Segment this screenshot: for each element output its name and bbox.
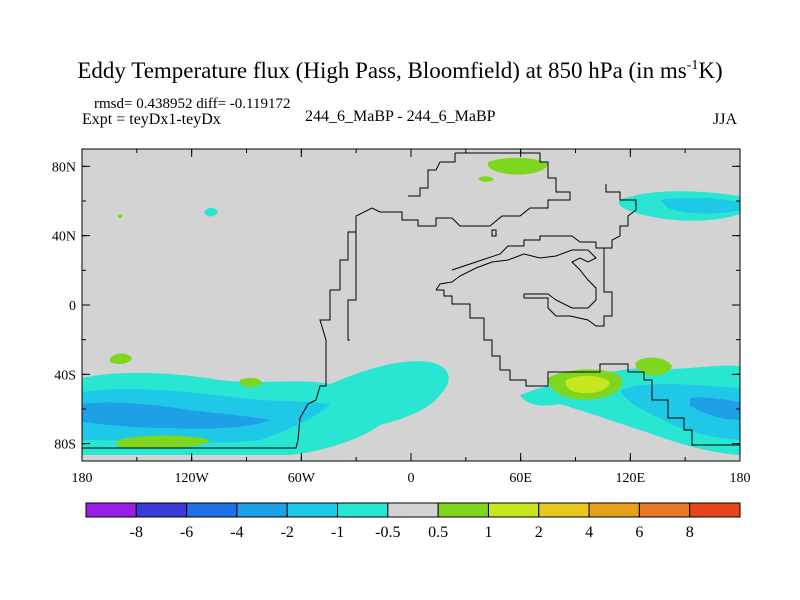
colorbar-swatch xyxy=(135,502,188,518)
cyan-patch-south-mid xyxy=(329,381,420,422)
lon-tick-label: 120W xyxy=(175,471,210,486)
lat-tick-label: 40S xyxy=(54,368,76,383)
colorbar-label: 8 xyxy=(686,524,694,541)
green-patch-south-west xyxy=(110,353,132,365)
colorbar-swatch xyxy=(538,502,590,518)
colorbar-swatch xyxy=(337,502,389,518)
lon-tick-label: 180 xyxy=(730,471,751,486)
coastlines xyxy=(82,152,740,449)
lat-tick-label: 80N xyxy=(52,160,76,175)
colorbar-label: -8 xyxy=(130,524,143,541)
lon-tick-label: 0 xyxy=(408,471,415,486)
coast-eurasia xyxy=(436,289,740,446)
colorbar-swatch xyxy=(437,502,489,518)
title-main: Eddy Temperature flux (High Pass, Bloomf… xyxy=(77,58,687,83)
case-label: 244_6_MaBP - 244_6_MaBP xyxy=(305,108,496,125)
colorbar-label: -1 xyxy=(331,524,344,541)
blue-core-south-west xyxy=(82,402,270,429)
title-superscript: -1 xyxy=(686,58,699,73)
colorbar-label: 0.5 xyxy=(428,524,448,541)
colorbar-label: -2 xyxy=(281,524,294,541)
axis-ticks: 80N 40N 0 40S 80S 180 120W 60W 0 60E 120E 180 xyxy=(52,149,751,486)
lon-tick-label: 60W xyxy=(288,471,316,486)
lon-tick-label: 120E xyxy=(616,471,646,486)
lon-tick-label: 60E xyxy=(509,471,532,486)
colorbar: -8 -6 -4 -2 -1 -0.5 0.5 1 2 4 6 8 xyxy=(85,502,741,541)
colorbar-swatch xyxy=(286,502,339,518)
green-patch-far-south-2 xyxy=(240,377,262,387)
coast-asia-block xyxy=(435,235,613,327)
lat-tick-label: 0 xyxy=(69,299,76,314)
green-patch-north-small xyxy=(478,176,494,182)
colorbar-label: -4 xyxy=(230,524,243,541)
coast-america xyxy=(82,152,571,449)
season-label: JJA xyxy=(713,111,738,128)
colorbar-swatch xyxy=(387,502,439,518)
green-patch-far-south xyxy=(116,435,210,449)
figure-title: Eddy Temperature flux (High Pass, Bloomf… xyxy=(0,58,800,84)
green-patch-north-arctic xyxy=(487,157,548,175)
coast-greenland xyxy=(408,153,456,197)
colorbar-label: -6 xyxy=(180,524,193,541)
lon-tick-label: 180 xyxy=(72,471,93,486)
colorbar-label: -0.5 xyxy=(375,524,400,541)
colorbar-swatch xyxy=(85,502,137,518)
title-end: K) xyxy=(698,58,723,83)
colorbar-swatch xyxy=(638,502,691,518)
map-field xyxy=(82,149,740,461)
green-speck-north-west xyxy=(118,214,122,218)
colorbar-swatch xyxy=(236,502,288,518)
colorbar-swatch xyxy=(588,502,640,518)
colorbar-label: 6 xyxy=(635,524,643,541)
yellow-patch-south-east xyxy=(565,375,610,394)
colorbar-swatch xyxy=(689,502,741,518)
colorbar-swatch xyxy=(487,502,540,518)
lat-tick-label: 80S xyxy=(54,438,76,453)
colorbar-label: 1 xyxy=(484,524,492,541)
coast-africa xyxy=(347,232,357,341)
blue-patch-north-east xyxy=(660,197,740,214)
blue-core-south-east xyxy=(690,397,740,420)
cyan-patch-north-west xyxy=(204,207,218,217)
colorbar-label: 2 xyxy=(535,524,543,541)
colorbar-label: 4 xyxy=(585,524,593,541)
stats-text: rmsd= 0.438952 diff= -0.119172 xyxy=(94,96,291,112)
colorbar-swatch xyxy=(186,502,238,518)
lat-tick-label: 40N xyxy=(52,230,76,245)
experiment-label: Expt = teyDx1-teyDx xyxy=(82,111,221,128)
coast-australia xyxy=(604,184,637,249)
coast-small-island xyxy=(491,229,497,237)
green-patch-south-east-2 xyxy=(635,357,672,376)
